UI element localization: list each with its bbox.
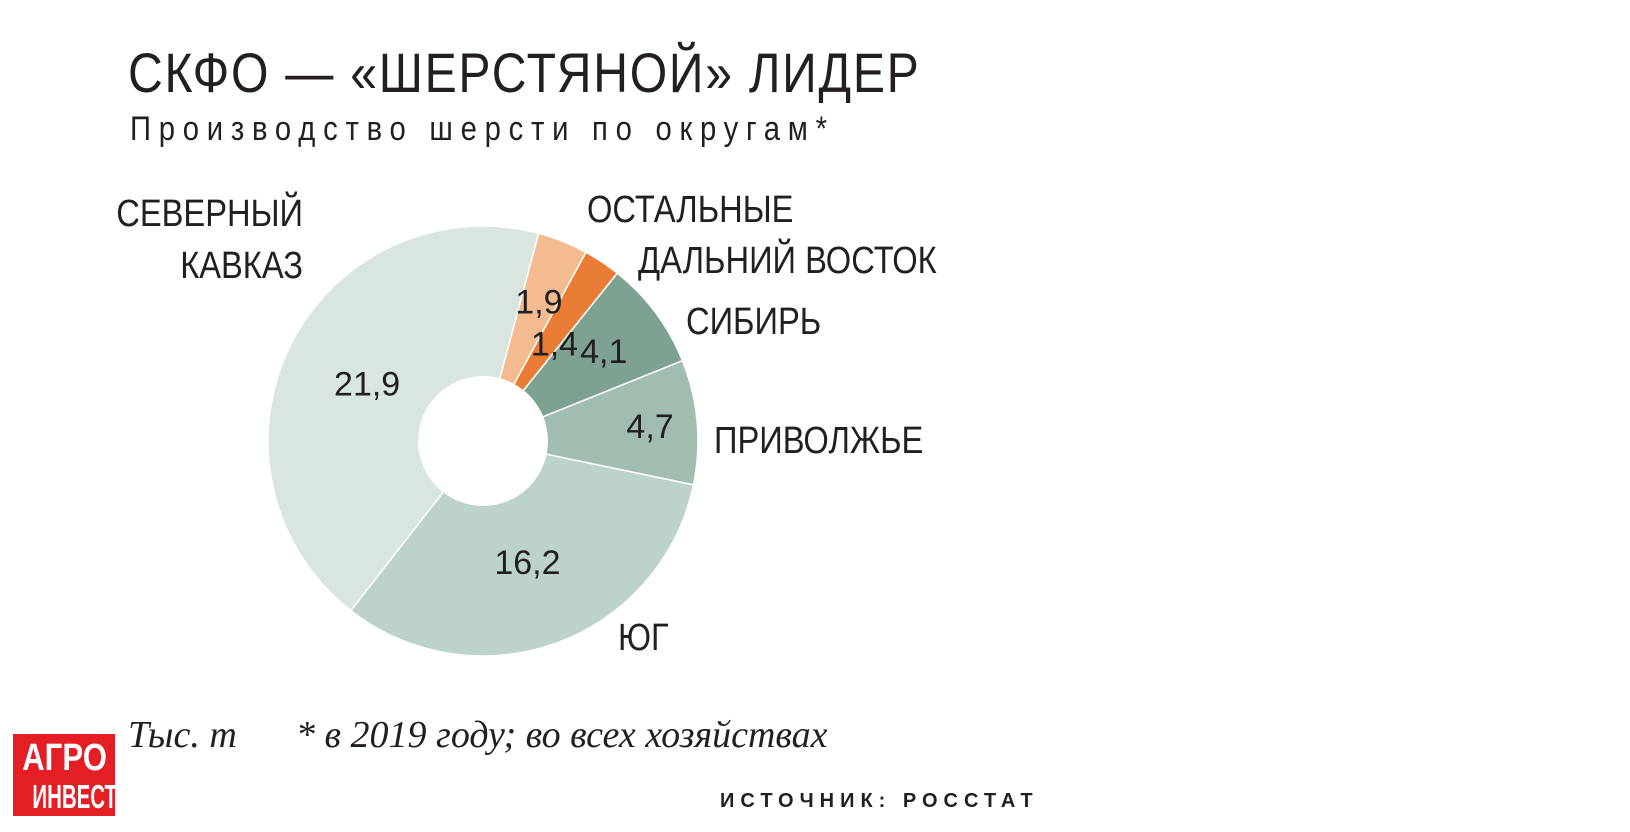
slice-6 — [267, 225, 540, 612]
category-label-2: ДАЛЬНИЙ ВОСТОК — [638, 239, 937, 282]
unit-note: Тыс. т — [128, 714, 237, 756]
category-label-3: СИБИРЬ — [686, 300, 821, 343]
value-label-6: 21,9 — [334, 365, 400, 403]
category-labels: ОСТАЛЬНЫЕ ДАЛЬНИЙ ВОСТОК СИБИРЬ ПРИВОЛЖЬЕ ЮГ… — [116, 188, 937, 659]
value-label-1: 1,9 — [515, 283, 562, 321]
chart-subtitle: Производство шерсти по округам* — [130, 110, 835, 148]
category-label-6: СЕВЕРНЫЙ КАВКАЗ — [116, 192, 303, 287]
value-label-4: 4,7 — [626, 408, 673, 446]
chart-title: СКФО — «ШЕРСТЯНОЙ» ЛИДЕР — [128, 41, 921, 104]
value-label-5: 16,2 — [494, 544, 560, 582]
slice-5 — [349, 440, 695, 657]
value-label-3: 4,1 — [580, 333, 627, 371]
agroinvestor-logo: АГРО ИНВЕСТОР — [13, 734, 147, 816]
value-label-2: 1,4 — [531, 326, 578, 364]
source-note: ИСТОЧНИК: РОССТАТ — [720, 790, 1039, 812]
logo-line-2: ИНВЕСТОР — [32, 778, 147, 815]
value-labels: 1,9 1,4 4,1 4,7 16,2 21,9 — [334, 283, 674, 582]
logo-line-1: АГРО — [22, 737, 107, 779]
donut-hole — [418, 376, 548, 506]
category-label-5: ЮГ — [618, 616, 669, 659]
slice-4 — [480, 359, 699, 486]
footnote: * в 2019 году; во всех хозяйствах — [296, 714, 828, 756]
category-label-4: ПРИВОЛЖЬЕ — [714, 419, 923, 462]
category-label-1: ОСТАЛЬНЫЕ — [587, 188, 793, 231]
slice-3 — [480, 272, 684, 443]
donut-slices — [267, 225, 699, 657]
